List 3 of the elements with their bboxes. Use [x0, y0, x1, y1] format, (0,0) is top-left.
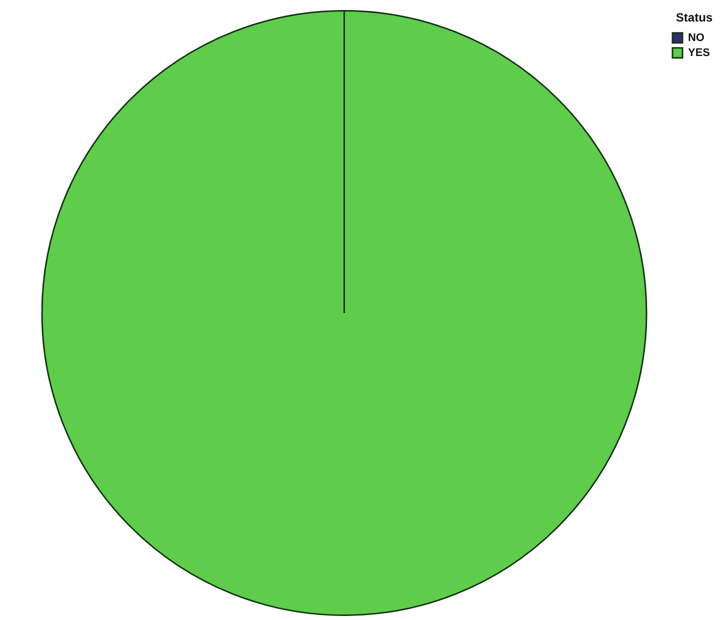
legend-label: YES: [688, 46, 710, 59]
legend-title: Status: [676, 10, 713, 24]
legend-label: NO: [688, 32, 705, 44]
